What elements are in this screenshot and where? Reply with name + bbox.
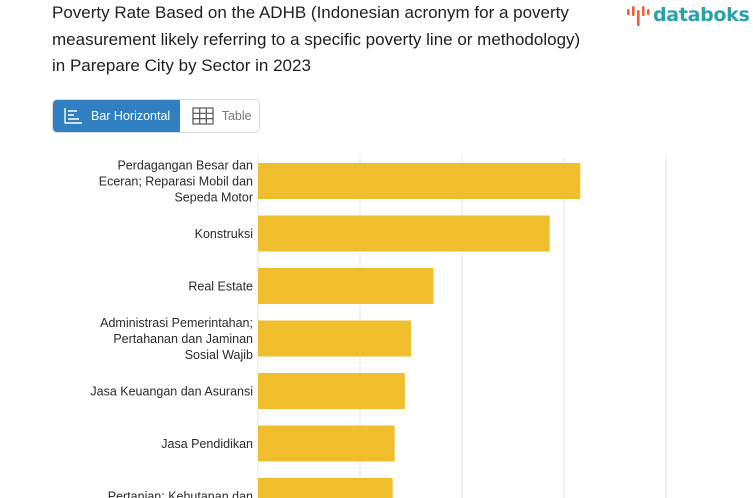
bar[interactable] bbox=[258, 268, 434, 304]
bar[interactable] bbox=[258, 425, 395, 462]
category-label-line: Administrasi Pemerintahan; bbox=[100, 316, 253, 330]
category-label-line: Eceran; Reparasi Mobil dan bbox=[99, 175, 253, 189]
databoks-bars-logo-icon bbox=[627, 6, 650, 26]
view-toggle: Bar Horizontal Table bbox=[52, 99, 260, 133]
bar-horizontal-toggle-button[interactable]: Bar Horizontal bbox=[53, 100, 180, 132]
bar[interactable] bbox=[258, 163, 581, 199]
bar[interactable] bbox=[258, 320, 411, 357]
bar-chart: Perdagangan Besar dan Eceran; Reparasi Mo… bbox=[90, 157, 667, 498]
category-label: Pertanian; Kehutanan dan bbox=[108, 490, 253, 498]
bar[interactable] bbox=[258, 215, 550, 252]
category-label-line: Jasa Pendidikan bbox=[161, 437, 253, 451]
category-label: Real Estate bbox=[188, 280, 253, 294]
category-label-line: Pertanian; Kehutanan dan bbox=[108, 490, 253, 498]
databoks-logo[interactable]: databoks bbox=[626, 2, 750, 28]
category-label: Konstruksi bbox=[195, 227, 253, 241]
logo-text: databoks bbox=[653, 4, 750, 26]
category-label-line: Pertahanan dan Jaminan bbox=[113, 332, 253, 346]
bar-horizontal-icon bbox=[64, 108, 82, 124]
category-label-line: Sosial Wajib bbox=[185, 348, 253, 362]
category-label-line: Konstruksi bbox=[195, 227, 253, 241]
table-toggle-button[interactable]: Table bbox=[180, 100, 259, 132]
chart-title: Poverty Rate Based on the ADHB (Indonesi… bbox=[52, 3, 581, 75]
category-label-line: Real Estate bbox=[188, 280, 253, 294]
bar[interactable] bbox=[258, 478, 393, 498]
category-label: Jasa Keuangan dan Asuransi bbox=[90, 385, 253, 399]
category-label-line: Perdagangan Besar dan bbox=[117, 159, 253, 173]
category-label: Administrasi Pemerintahan; Pertahanan dan… bbox=[100, 316, 253, 362]
category-label-line: Jasa Keuangan dan Asuransi bbox=[90, 385, 253, 399]
category-label-line: Sepeda Motor bbox=[174, 191, 253, 205]
category-label: Perdagangan Besar dan Eceran; Reparasi Mo… bbox=[99, 159, 253, 205]
bar-horizontal-label: Bar Horizontal bbox=[91, 109, 171, 123]
table-grid-icon bbox=[192, 107, 214, 125]
category-label: Jasa Pendidikan bbox=[161, 437, 253, 451]
table-label: Table bbox=[221, 109, 252, 123]
bar[interactable] bbox=[258, 373, 405, 409]
